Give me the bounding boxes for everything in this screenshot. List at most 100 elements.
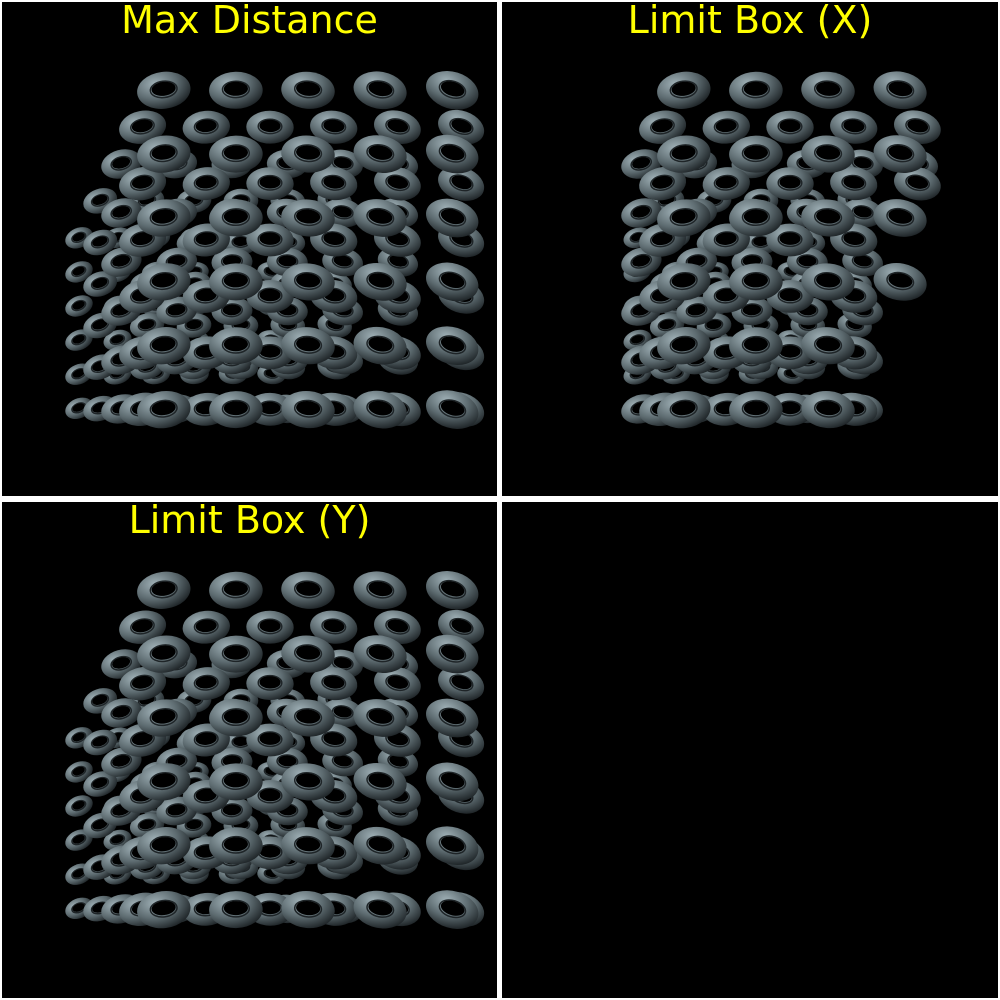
torus-icon [137,327,191,365]
torus-icon [281,135,335,173]
torus-icon [657,390,711,429]
torus-icon [65,329,93,351]
torus-icon [729,71,783,109]
torus-icon [894,166,941,201]
torus-icon [766,110,814,144]
torus-icon [639,110,687,144]
torus-icon [137,890,191,929]
torus-icon [657,135,711,173]
torus-icon [353,199,407,237]
torus-icon [65,727,93,749]
torus-icon [83,729,118,756]
torus-icon [729,391,783,429]
torus-icon [426,698,479,738]
torus-icon [281,891,335,929]
torus-icon [426,890,479,929]
torus-icon [182,110,230,144]
torus-icon [426,198,479,238]
torus-icon [246,223,294,257]
torus-icon [353,763,407,801]
torus-icon [374,110,421,145]
torus-scene [65,70,485,429]
torus-icon [657,199,711,237]
torus-icon [137,699,191,737]
viewport-limit-box-y[interactable]: Limit Box (Y) [2,502,497,998]
torus-icon [83,271,118,297]
torus-icon [209,763,263,801]
torus-icon [209,135,263,173]
torus-icon [246,167,294,201]
torus-icon [65,261,93,283]
torus-icon [894,110,941,145]
torus-icon [137,827,191,865]
torus-icon [310,667,358,701]
torus-icon [426,762,479,802]
viewport-title: Limit Box (Y) [128,502,371,542]
torus-icon [209,699,263,737]
viewport-limit-box-x[interactable]: Limit Box (X) [502,2,998,496]
torus-icon [101,198,142,228]
torus-icon [182,610,230,644]
torus-icon [182,167,230,201]
torus-icon [830,167,878,201]
torus-icon [438,666,485,701]
torus-icon [729,135,783,173]
torus-icon [209,391,263,429]
torus-icon [353,71,407,110]
torus-icon [209,263,263,301]
torus-icon [137,71,191,109]
torus-icon [353,890,407,929]
torus-icon [729,327,783,365]
torus-icon [137,135,191,173]
torus-icon [426,390,479,429]
torus-icon [119,166,167,201]
torus-icon [657,263,711,301]
torus-icon [801,71,855,109]
torus-icon [729,199,783,237]
torus-icon [281,571,335,609]
torus-icon [209,635,263,673]
torus-icon [137,390,191,429]
torus-icon [657,71,711,109]
torus-icon [246,723,294,757]
torus-icon [639,166,687,201]
torus-icon [65,295,93,317]
torus-icon [873,199,927,237]
torus-icon [353,135,407,173]
viewport-empty[interactable] [502,502,998,998]
torus-icon [281,199,335,237]
viewport-title: Max Distance [121,2,378,42]
torus-icon [281,71,335,109]
torus-icon [310,167,358,201]
torus-icon [353,390,407,429]
torus-icon [281,827,335,865]
torus-icon [374,166,421,201]
torus-icon [119,666,167,701]
torus-icon [426,826,479,866]
torus-icon [83,771,118,797]
torus-scene [65,570,485,929]
torus-icon [657,327,711,365]
torus-icon [426,326,479,366]
torus-icon [137,199,191,237]
torus-icon [353,826,407,865]
torus-icon [426,70,479,110]
torus-icon [281,327,335,365]
torus-icon [353,571,407,610]
torus-icon [83,229,118,256]
torus-icon [801,263,855,301]
torus-icon [873,263,927,301]
torus-scene [621,71,941,429]
torus-icon [873,135,927,173]
torus-icon [801,135,855,173]
torus-icon [65,829,93,851]
torus-icon [65,761,93,783]
torus-icon [137,763,191,801]
torus-icon [246,610,294,644]
viewport-max-distance[interactable]: Max Distance [2,2,497,496]
torus-icon [281,699,335,737]
torus-icon [310,610,358,644]
torus-icon [246,110,294,144]
torus-icon [281,763,335,801]
torus-icon [830,110,878,144]
